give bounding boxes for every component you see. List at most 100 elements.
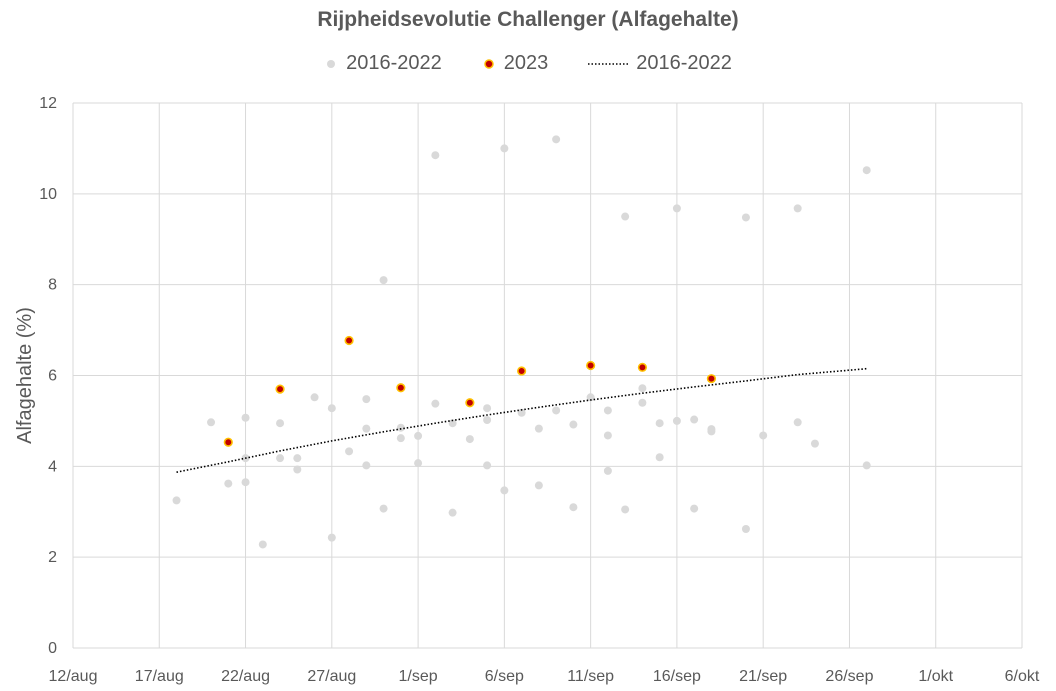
data-point-2016-2022 bbox=[690, 504, 699, 513]
data-point-2016-2022 bbox=[759, 431, 768, 440]
data-point-2016-2022 bbox=[276, 419, 285, 428]
data-point-2016-2022 bbox=[672, 204, 681, 213]
data-point-2016-2022 bbox=[655, 419, 664, 428]
y-tick-label: 10 bbox=[39, 186, 57, 203]
data-point-2016-2022 bbox=[224, 479, 233, 488]
y-tick-label: 0 bbox=[48, 640, 57, 657]
x-tick-label: 27/aug bbox=[307, 668, 356, 685]
data-point-2016-2022 bbox=[534, 424, 543, 433]
data-point-2016-2022 bbox=[258, 540, 267, 549]
data-point-2016-2022 bbox=[690, 415, 699, 424]
chart-title: Rijpheidsevolutie Challenger (Alfagehalt… bbox=[317, 8, 739, 31]
data-point-2016-2022 bbox=[793, 204, 802, 213]
data-point-2016-2022 bbox=[534, 481, 543, 490]
legend-marker-grey-dot bbox=[327, 59, 336, 68]
y-tick-label: 8 bbox=[48, 277, 57, 294]
data-point-2016-2022 bbox=[741, 213, 750, 222]
data-point-2016-2022 bbox=[414, 459, 423, 468]
trendline-2016-2022 bbox=[176, 367, 867, 473]
data-point-2016-2022 bbox=[603, 431, 612, 440]
data-point-2016-2022 bbox=[345, 447, 354, 456]
x-tick-label: 11/sep bbox=[567, 668, 614, 685]
x-tick-label: 16/sep bbox=[653, 668, 701, 685]
data-point-2016-2022 bbox=[707, 427, 716, 436]
data-point-2016-2022 bbox=[396, 434, 405, 443]
data-point-2016-2022 bbox=[448, 508, 457, 517]
data-point-2023 bbox=[275, 384, 285, 394]
data-point-2016-2022 bbox=[586, 393, 595, 402]
data-point-2016-2022 bbox=[638, 398, 647, 407]
data-point-2016-2022 bbox=[603, 406, 612, 415]
x-tick-label: 1/okt bbox=[918, 668, 953, 685]
y-tick-label: 4 bbox=[48, 458, 57, 475]
data-point-2016-2022 bbox=[810, 439, 819, 448]
data-point-2016-2022 bbox=[431, 399, 440, 408]
data-point-2016-2022 bbox=[517, 408, 526, 417]
y-tick-label: 12 bbox=[39, 95, 57, 112]
data-point-2016-2022 bbox=[672, 416, 681, 425]
x-tick-label: 17/aug bbox=[135, 668, 184, 685]
data-point-2023 bbox=[396, 383, 406, 393]
data-point-2016-2022 bbox=[362, 461, 371, 470]
data-point-2016-2022 bbox=[431, 151, 440, 160]
legend-label-2023: 2023 bbox=[503, 52, 549, 74]
data-point-2016-2022 bbox=[310, 393, 319, 402]
y-axis-title: Alfagehalte (%) bbox=[14, 307, 36, 444]
data-point-2016-2022 bbox=[621, 212, 630, 221]
data-point-2016-2022 bbox=[603, 466, 612, 475]
data-point-2016-2022 bbox=[741, 525, 750, 534]
data-point-2016-2022 bbox=[862, 461, 871, 470]
data-point-2016-2022 bbox=[552, 406, 561, 415]
data-point-2016-2022 bbox=[379, 504, 388, 513]
data-point-2023 bbox=[706, 374, 717, 384]
data-point-2016-2022 bbox=[293, 454, 302, 463]
data-point-2016-2022 bbox=[241, 478, 250, 487]
data-point-2016-2022 bbox=[483, 416, 492, 425]
data-point-2016-2022 bbox=[793, 418, 802, 427]
data-point-2016-2022 bbox=[569, 503, 578, 512]
x-tick-label: 1/sep bbox=[399, 668, 438, 685]
legend-item-2023: 2023 bbox=[482, 52, 549, 75]
data-point-2016-2022 bbox=[241, 413, 250, 422]
data-point-2016-2022 bbox=[483, 461, 492, 470]
data-point-2016-2022 bbox=[414, 431, 423, 440]
data-point-2023 bbox=[465, 398, 475, 408]
data-point-2016-2022 bbox=[655, 453, 664, 462]
legend-label-grey-scatter: 2016-2022 bbox=[346, 52, 442, 74]
data-point-2016-2022 bbox=[172, 496, 181, 505]
y-tick-label: 6 bbox=[48, 368, 57, 385]
x-tick-label: 21/sep bbox=[739, 668, 787, 685]
x-tick-label: 6/okt bbox=[1005, 668, 1040, 685]
legend-item-grey-scatter: 2016-2022 bbox=[324, 52, 442, 75]
data-point-2016-2022 bbox=[327, 533, 336, 542]
x-tick-label: 26/sep bbox=[825, 668, 873, 685]
data-point-2016-2022 bbox=[276, 454, 285, 463]
data-point-2016-2022 bbox=[500, 486, 509, 495]
legend-item-trendline: 2016-2022 bbox=[588, 52, 732, 75]
legend: 2016-2022 2023 2016-2022 bbox=[0, 52, 1056, 75]
data-point-2016-2022 bbox=[465, 435, 474, 444]
x-tick-label: 22/aug bbox=[221, 668, 270, 685]
data-point-2016-2022 bbox=[379, 276, 388, 285]
data-point-2016-2022 bbox=[552, 135, 561, 144]
data-point-2016-2022 bbox=[293, 465, 302, 474]
data-point-2016-2022 bbox=[362, 395, 371, 404]
legend-label-trendline: 2016-2022 bbox=[636, 52, 732, 74]
data-point-2016-2022 bbox=[569, 420, 578, 429]
data-point-2023 bbox=[223, 437, 233, 447]
data-point-2016-2022 bbox=[621, 505, 630, 514]
data-point-2023 bbox=[586, 360, 596, 371]
data-point-2023 bbox=[517, 366, 527, 376]
x-tick-label: 12/aug bbox=[49, 668, 98, 685]
data-point-2016-2022 bbox=[448, 419, 457, 428]
data-point-2016-2022 bbox=[207, 418, 216, 427]
data-point-2016-2022 bbox=[500, 144, 509, 153]
x-tick-label: 6/sep bbox=[485, 668, 524, 685]
data-point-2016-2022 bbox=[638, 384, 647, 393]
data-point-2016-2022 bbox=[396, 423, 405, 432]
data-point-2023 bbox=[637, 362, 648, 372]
data-point-2016-2022 bbox=[862, 166, 871, 175]
data-point-2016-2022 bbox=[362, 424, 371, 433]
data-point-2023 bbox=[344, 335, 354, 346]
